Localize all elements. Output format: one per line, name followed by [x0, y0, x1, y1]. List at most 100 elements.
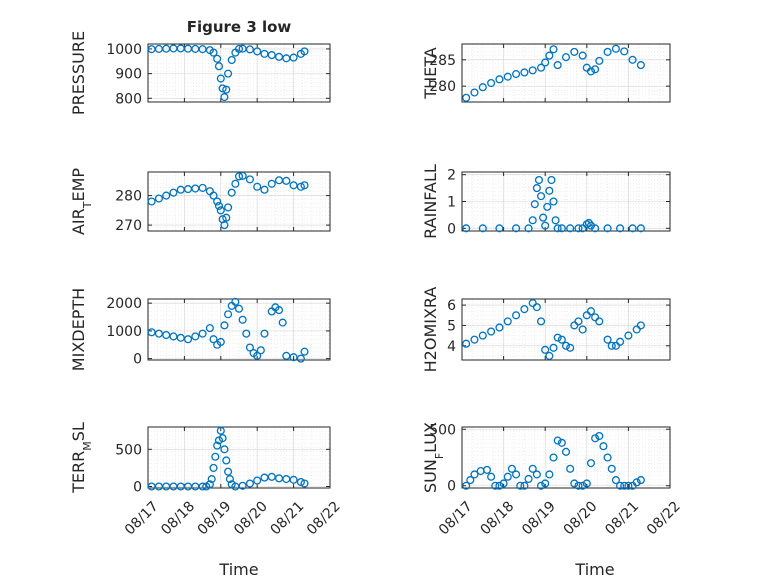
- data-point: [536, 192, 546, 201]
- data-point: [245, 343, 254, 352]
- data-point: [278, 318, 287, 327]
- y-tick-label: 1: [447, 195, 456, 211]
- data-point: [553, 436, 562, 445]
- data-point: [532, 470, 541, 479]
- data-point: [549, 343, 558, 352]
- x-tick-label: 08/22: [644, 498, 684, 538]
- data-point: [512, 470, 521, 479]
- data-point: [214, 201, 224, 210]
- data-point: [524, 474, 533, 484]
- data-point: [603, 335, 612, 344]
- y-axis-label: AIRTEMP: [69, 168, 94, 235]
- data-point: [495, 75, 504, 84]
- data-point: [595, 431, 604, 441]
- data-point: [624, 331, 633, 340]
- data-point: [289, 353, 298, 362]
- data-point: [512, 311, 521, 320]
- data-point: [462, 339, 471, 348]
- y-tick-label: 280: [115, 189, 142, 205]
- data-point: [603, 47, 612, 56]
- data-point: [245, 45, 254, 54]
- data-point: [561, 447, 571, 456]
- data-point: [245, 479, 254, 488]
- data-point: [549, 197, 558, 206]
- subplot-h2omixra: 4 5 6 H2OMIXRA: [421, 287, 671, 373]
- y-tick-label: 500: [115, 442, 142, 458]
- data-point: [507, 464, 516, 473]
- data-point: [591, 224, 600, 233]
- data-point: [216, 206, 225, 215]
- data-point: [574, 224, 583, 233]
- data-point: [578, 224, 587, 233]
- data-point: [224, 203, 233, 212]
- data-point: [216, 426, 225, 435]
- data-point: [225, 475, 234, 484]
- data-point: [191, 332, 200, 341]
- data-point: [462, 93, 471, 102]
- data-point: [566, 343, 575, 352]
- data-point: [487, 472, 496, 481]
- data-point: [551, 216, 560, 225]
- data-point: [462, 224, 471, 233]
- data-point: [487, 78, 496, 88]
- data-point: [607, 341, 616, 350]
- data-point: [478, 224, 487, 233]
- data-point: [611, 476, 620, 485]
- data-point: [205, 324, 214, 333]
- y-tick-label: 900: [115, 67, 142, 83]
- data-point: [545, 351, 554, 360]
- data-point: [213, 197, 222, 206]
- data-point: [238, 481, 247, 490]
- data-point: [570, 47, 579, 56]
- data-point: [169, 332, 178, 341]
- x-tick-label: 08/19: [195, 498, 235, 538]
- y-tick-label: 0: [447, 479, 456, 495]
- data-point: [300, 347, 309, 356]
- data-point: [624, 481, 633, 490]
- data-point: [534, 175, 544, 185]
- plot-area: [462, 44, 670, 102]
- data-point: [528, 66, 537, 75]
- data-point: [520, 68, 529, 77]
- data-point: [147, 328, 156, 337]
- data-point: [632, 478, 641, 487]
- data-point: [512, 70, 521, 79]
- data-point: [267, 51, 276, 60]
- x-tick-label: 08/21: [602, 498, 642, 538]
- data-point: [238, 315, 247, 324]
- x-tick-label: 08/21: [268, 498, 308, 538]
- y-axis-label: PRESSURE: [69, 31, 88, 115]
- data-point: [586, 307, 596, 316]
- data-point: [541, 345, 550, 354]
- data-point: [595, 317, 604, 326]
- data-point: [289, 53, 298, 62]
- data-point: [574, 481, 583, 490]
- plot-area: [148, 172, 330, 231]
- data-point: [591, 434, 600, 443]
- data-point: [636, 476, 645, 485]
- data-point: [570, 479, 579, 488]
- y-axis-label: H2OMIXRA: [421, 287, 440, 373]
- axes-frame: [147, 43, 331, 103]
- data-point: [561, 341, 571, 350]
- data-point: [478, 83, 487, 92]
- data-point: [214, 62, 224, 71]
- data-point: [209, 335, 218, 344]
- data-point: [253, 476, 262, 485]
- data-point: [620, 481, 629, 490]
- y-axis-label: SUNFLUX: [421, 422, 446, 493]
- data-point: [536, 63, 546, 72]
- data-point: [300, 47, 309, 56]
- y-tick-label: 2000: [106, 296, 142, 312]
- data-point: [234, 172, 244, 181]
- y-tick-label: 800: [115, 91, 142, 107]
- data-point: [162, 330, 171, 340]
- data-point: [495, 323, 504, 332]
- data-point: [636, 224, 645, 233]
- data-point: [209, 48, 218, 57]
- data-point: [547, 175, 556, 185]
- data-point: [539, 213, 548, 222]
- data-point: [245, 175, 254, 184]
- y-tick-label: 1000: [106, 42, 142, 58]
- data-point: [628, 55, 637, 64]
